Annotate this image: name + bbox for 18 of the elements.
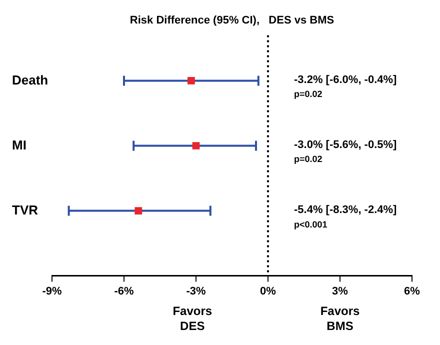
- x-tick-label: -9%: [42, 285, 62, 298]
- annotation: p=0.02: [294, 154, 322, 164]
- x-tick-label: 0%: [260, 285, 276, 298]
- y-tick-label: TVR: [12, 202, 39, 218]
- x-tick-label: 3%: [332, 285, 348, 298]
- annotation: p=0.02: [294, 89, 322, 100]
- x-tick-label: -3%: [186, 285, 206, 298]
- y-tick-label: Death: [12, 72, 48, 88]
- x-tick-label: -6%: [114, 285, 134, 298]
- annotation: -3.0% [-5.6%, -0.5%]: [294, 138, 398, 151]
- x-tick-label: 6%: [404, 285, 420, 298]
- annotation: -3.2% [-6.0%, -0.4%]: [294, 74, 398, 86]
- text: Favors BMS: [320, 304, 360, 334]
- chart-title: Risk Difference (95% CI), DES vs BMS: [130, 14, 334, 27]
- annotation: -5.4% [-8.3%, -2.4%]: [294, 204, 398, 216]
- y-tick-label: MI: [12, 137, 26, 152]
- annotation: p<0.001: [294, 219, 328, 230]
- text: Favors DES: [172, 304, 212, 334]
